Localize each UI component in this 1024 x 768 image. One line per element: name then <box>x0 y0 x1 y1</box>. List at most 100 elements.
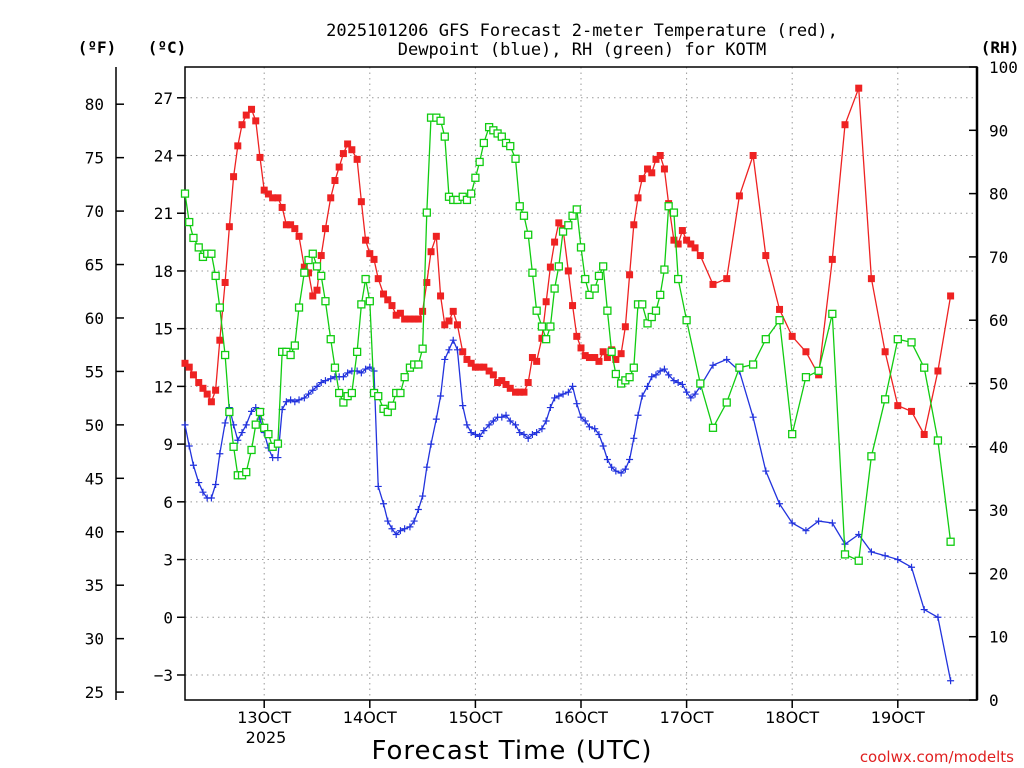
dewpoint-point <box>216 450 224 458</box>
dewpoint-point <box>546 404 554 412</box>
rh-point <box>585 290 594 300</box>
temperature-point <box>626 271 634 279</box>
celsius-tick-label: 0 <box>163 608 173 627</box>
dewpoint-point <box>185 442 193 450</box>
rh-point <box>590 284 599 293</box>
fahrenheit-tick-label: 70 <box>85 202 104 221</box>
rh-point <box>387 401 397 410</box>
temperature-point <box>392 311 400 319</box>
dewpoint-point <box>555 392 563 400</box>
rh-point <box>880 395 890 404</box>
dewpoint-point <box>317 379 325 387</box>
dewpoint-point <box>516 429 524 437</box>
dewpoint-point <box>683 388 691 396</box>
celsius-tick-label: 15 <box>154 320 173 339</box>
temperature-point <box>432 232 440 240</box>
temperature-point <box>406 315 414 323</box>
temperature-point <box>691 244 699 252</box>
dewpoint-point <box>776 500 784 508</box>
rh-point <box>735 363 744 372</box>
fahrenheit-unit-label: (ºF) <box>78 38 117 57</box>
fahrenheit-tick-label: 60 <box>85 309 104 328</box>
dewpoint-point <box>591 425 599 433</box>
dewpoint-point <box>652 371 660 379</box>
temperature-point <box>300 263 308 271</box>
rh-point <box>215 303 224 312</box>
dewpoint-point <box>380 500 388 508</box>
dewpoint-point <box>449 336 457 344</box>
dewpoint-point <box>189 461 197 469</box>
dewpoint-point <box>533 429 541 437</box>
temperature-point <box>449 307 457 315</box>
dewpoint-point <box>506 417 514 425</box>
temperature-point <box>388 302 396 310</box>
rh-point <box>207 249 216 258</box>
rh-point <box>546 322 555 331</box>
temperature-point <box>295 232 303 240</box>
temperature-point <box>427 248 435 256</box>
temperature-point <box>305 269 313 277</box>
rh-unit-label: (RH) <box>981 38 1020 57</box>
dewpoint-point <box>520 430 528 438</box>
rh-point <box>558 227 568 236</box>
temperature-point <box>348 146 356 154</box>
temperature-point <box>867 275 875 283</box>
rh-point <box>651 306 661 315</box>
dewpoint-point <box>762 467 770 475</box>
temperature-point <box>551 238 559 246</box>
dewpoint-point <box>476 432 484 440</box>
dewpoint-point <box>388 525 396 533</box>
temperature-point <box>380 290 388 298</box>
rh-tick-label: 70 <box>989 248 1008 267</box>
temperature-point <box>630 221 638 229</box>
dewpoint-point <box>321 377 329 385</box>
temperature-point <box>410 315 418 323</box>
dewpoint-point <box>595 430 603 438</box>
temperature-point <box>516 388 524 396</box>
temperature-point <box>644 165 652 173</box>
fahrenheit-tick-label: 75 <box>85 149 104 168</box>
dewpoint-point <box>309 386 317 394</box>
dewpoint-point <box>630 434 638 442</box>
rh-point <box>643 319 652 328</box>
celsius-tick-label: −3 <box>154 666 173 685</box>
temperature-point <box>894 402 902 410</box>
x-tick-label: 18OCT <box>765 708 819 727</box>
dewpoint-point <box>282 398 290 406</box>
dewpoint-point <box>603 455 611 463</box>
rh-point <box>854 556 863 565</box>
dewpoint-point <box>305 390 313 398</box>
rh-tick-label: 90 <box>989 121 1008 140</box>
dewpoint-point <box>674 379 682 387</box>
temperature-point <box>463 355 471 363</box>
temperature-point <box>225 223 233 231</box>
fahrenheit-tick-label: 35 <box>85 576 104 595</box>
temperature-point <box>762 252 770 260</box>
dewpoint-point <box>617 469 625 477</box>
temperature-point <box>366 250 374 258</box>
dewpoint-point <box>599 442 607 450</box>
rh-point <box>840 550 850 559</box>
dewpoint-point <box>687 394 695 402</box>
temperature-point <box>502 380 510 388</box>
fahrenheit-tick-label: 30 <box>85 630 104 649</box>
gridlines <box>185 67 977 700</box>
rh-point <box>682 316 691 325</box>
temperature-point <box>520 388 528 396</box>
temperature-point <box>181 359 189 367</box>
dewpoint-point <box>691 390 699 398</box>
rh-point <box>599 262 608 271</box>
dewpoint-point <box>423 463 431 471</box>
temperature-point <box>207 398 215 406</box>
rh-point <box>339 398 348 407</box>
dewpoint-point <box>512 421 520 429</box>
temperature-point <box>248 105 256 113</box>
temperature-point <box>423 278 431 286</box>
rh-point <box>260 423 269 432</box>
rh-point <box>286 350 295 360</box>
rh-tick-label: 50 <box>989 375 1008 394</box>
temperature-point <box>678 227 686 235</box>
rh-point <box>788 429 797 439</box>
temperature-point <box>234 142 242 150</box>
